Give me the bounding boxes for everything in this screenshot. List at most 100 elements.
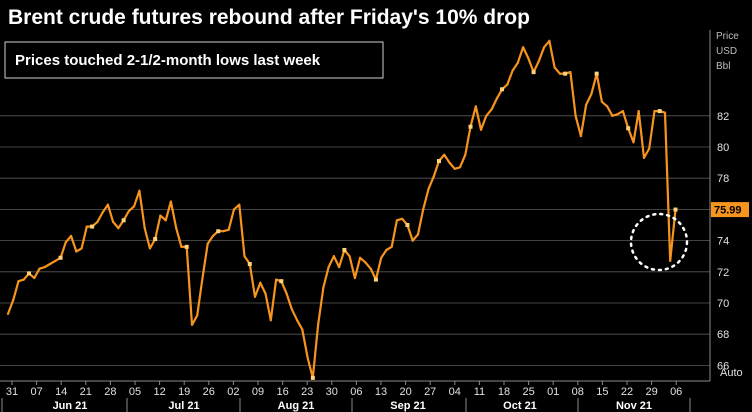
price-point xyxy=(453,167,456,170)
x-tick-label: 13 xyxy=(375,386,387,398)
price-point xyxy=(611,114,614,117)
price-point xyxy=(112,220,115,223)
price-point xyxy=(338,266,341,269)
x-tick-label: 20 xyxy=(399,386,411,398)
price-marker xyxy=(500,87,505,92)
price-points xyxy=(6,39,678,380)
auto-scale-label: Auto xyxy=(720,367,743,379)
price-point xyxy=(96,220,99,223)
x-tick-label: 05 xyxy=(129,386,141,398)
x-tick-label: 27 xyxy=(424,386,436,398)
y-tick-label: 72 xyxy=(717,267,729,279)
price-marker xyxy=(121,218,126,223)
price-point xyxy=(175,227,178,230)
price-point xyxy=(101,211,104,214)
y-tick-label: 66 xyxy=(717,360,729,372)
price-point xyxy=(579,135,583,138)
price-point xyxy=(427,188,430,191)
price-point xyxy=(522,46,525,49)
price-point xyxy=(485,114,488,117)
price-point xyxy=(642,156,646,159)
y-tick-label: 68 xyxy=(717,329,729,341)
price-point xyxy=(390,245,393,248)
price-point xyxy=(6,312,10,315)
y-tick-label: 74 xyxy=(717,236,729,248)
price-point xyxy=(474,105,477,108)
price-marker xyxy=(436,159,441,164)
price-point xyxy=(275,278,278,281)
y-axis-labels: 66 68 70 72 74 78 80 82 xyxy=(717,111,729,373)
price-point xyxy=(159,214,162,217)
x-tick-label: 25 xyxy=(522,386,534,398)
price-point xyxy=(663,111,667,114)
price-point xyxy=(669,259,672,262)
chart-subtitle: Prices touched 2-1/2-month lows last wee… xyxy=(15,52,321,69)
price-point xyxy=(317,323,320,326)
y-axis-header-price: Price xyxy=(716,31,739,42)
price-point xyxy=(516,61,519,64)
price-point xyxy=(385,248,388,252)
price-point xyxy=(443,153,446,156)
price-point xyxy=(369,267,372,270)
price-point xyxy=(190,323,194,326)
price-marker xyxy=(279,279,284,284)
y-tick-label: 70 xyxy=(717,298,729,310)
price-marker xyxy=(58,255,63,260)
x-tick-label: 12 xyxy=(153,386,165,398)
x-tick-label: 22 xyxy=(621,386,633,398)
price-point xyxy=(127,209,130,213)
price-marker xyxy=(373,277,378,282)
x-tick-label: 19 xyxy=(178,386,190,398)
price-point xyxy=(364,261,367,264)
price-point xyxy=(211,234,215,237)
price-point xyxy=(12,298,15,301)
price-point xyxy=(80,247,83,250)
price-marker xyxy=(468,124,473,129)
price-marker xyxy=(626,126,631,131)
price-point xyxy=(511,69,514,72)
price-point xyxy=(490,108,493,111)
price-point xyxy=(543,46,546,49)
price-point xyxy=(606,105,609,108)
price-point xyxy=(401,217,404,220)
y-axis-header-bbl: Bbl xyxy=(716,61,730,72)
x-tick-label: 09 xyxy=(252,386,264,398)
price-point xyxy=(537,60,540,63)
price-marker xyxy=(216,229,221,234)
price-point xyxy=(332,255,335,258)
x-tick-label: 26 xyxy=(203,386,215,398)
price-point xyxy=(232,208,236,211)
price-marker xyxy=(342,247,347,252)
price-point xyxy=(48,262,52,266)
y-tick-label: 78 xyxy=(717,173,729,185)
price-point xyxy=(479,128,483,131)
price-point xyxy=(180,245,183,248)
month-label: Aug 21 xyxy=(278,400,315,412)
price-point xyxy=(196,314,199,317)
price-point xyxy=(322,286,325,289)
price-point xyxy=(616,113,619,116)
x-tick-label: 29 xyxy=(645,386,657,398)
price-point xyxy=(558,72,562,75)
price-point xyxy=(43,266,46,269)
x-tick-label: 11 xyxy=(474,386,485,398)
price-point xyxy=(164,219,167,222)
price-point xyxy=(169,200,172,203)
price-marker xyxy=(594,71,599,76)
price-point xyxy=(253,295,257,298)
x-tick-label: 23 xyxy=(301,386,313,398)
x-tick-label: 06 xyxy=(350,386,362,398)
month-label: Jul 21 xyxy=(168,400,199,412)
price-point xyxy=(621,110,625,113)
price-point xyxy=(648,147,651,150)
price-point xyxy=(348,255,351,258)
price-point xyxy=(290,308,293,311)
price-point xyxy=(22,278,25,281)
price-point xyxy=(227,228,230,231)
price-marker xyxy=(27,271,32,276)
price-point xyxy=(359,256,362,259)
price-point xyxy=(301,328,304,331)
price-marker xyxy=(531,70,536,75)
price-point xyxy=(285,292,288,295)
x-tick-label: 07 xyxy=(30,386,42,398)
